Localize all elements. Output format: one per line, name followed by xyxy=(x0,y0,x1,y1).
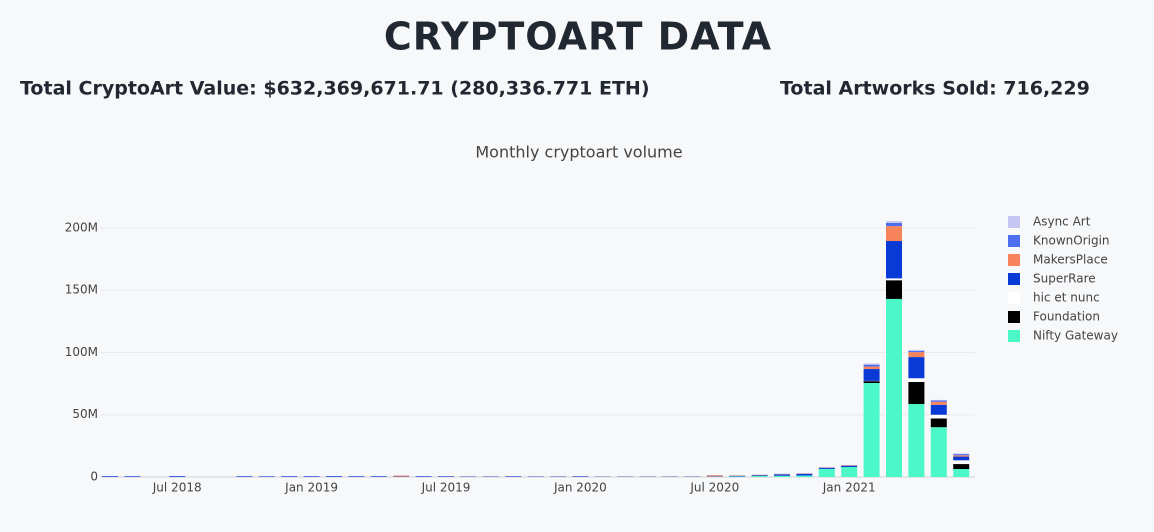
bar-segment[interactable] xyxy=(819,468,835,469)
bar-segment[interactable] xyxy=(371,476,387,477)
bar-segment[interactable] xyxy=(931,401,947,402)
chart-title: Monthly cryptoart volume xyxy=(475,143,682,162)
bar-segment[interactable] xyxy=(886,278,902,280)
legend-swatch xyxy=(1008,273,1020,285)
bar-segment[interactable] xyxy=(953,469,969,477)
bar-segment[interactable] xyxy=(931,418,947,427)
bar-segment[interactable] xyxy=(953,454,969,455)
legend-label: Foundation xyxy=(1033,310,1100,324)
bar-segment[interactable] xyxy=(953,460,969,464)
bar-segment[interactable] xyxy=(908,404,924,477)
bar-segment[interactable] xyxy=(169,476,185,477)
bar-segment[interactable] xyxy=(348,476,364,477)
y-tick-label: 150M xyxy=(65,283,98,297)
bar-segment[interactable] xyxy=(908,352,924,357)
bar-segment[interactable] xyxy=(931,402,947,405)
bar-segment[interactable] xyxy=(864,381,880,383)
x-tick-label: Jul 2018 xyxy=(152,481,202,495)
bar-segment[interactable] xyxy=(886,299,902,477)
legend-label: KnownOrigin xyxy=(1033,234,1110,248)
bar-segment[interactable] xyxy=(886,223,902,226)
legend-swatch xyxy=(1008,254,1020,266)
total-sold: Total Artworks Sold: 716,229 xyxy=(780,78,1090,100)
x-tick-label: Jan 2021 xyxy=(822,481,876,495)
bar-segment[interactable] xyxy=(908,357,924,378)
bar-segment[interactable] xyxy=(908,378,924,382)
bar-segment[interactable] xyxy=(841,466,857,467)
bar-segment[interactable] xyxy=(864,369,880,381)
bar-segment[interactable] xyxy=(752,475,768,476)
y-tick-label: 200M xyxy=(65,220,98,234)
bar-segment[interactable] xyxy=(886,280,902,299)
x-tick-label: Jul 2019 xyxy=(421,481,471,495)
bar-segment[interactable] xyxy=(886,221,902,223)
bar-segment[interactable] xyxy=(393,476,409,477)
bar-segment[interactable] xyxy=(931,427,947,477)
bar-segment[interactable] xyxy=(953,455,969,456)
legend-swatch xyxy=(1008,330,1020,342)
y-tick-label: 0 xyxy=(90,470,98,484)
bar-segment[interactable] xyxy=(864,363,880,364)
bar-segment[interactable] xyxy=(819,469,835,477)
legend-label: SuperRare xyxy=(1033,272,1096,286)
legend-label: Nifty Gateway xyxy=(1033,329,1118,343)
bar-segment[interactable] xyxy=(908,382,924,404)
bar-segment[interactable] xyxy=(931,415,947,419)
bar-segment[interactable] xyxy=(729,476,745,477)
x-tick-label: Jan 2020 xyxy=(553,481,607,495)
bar-segment[interactable] xyxy=(931,405,947,415)
legend-swatch xyxy=(1008,311,1020,323)
legend-swatch xyxy=(1008,235,1020,247)
bar-segment[interactable] xyxy=(326,476,342,477)
legend-swatch xyxy=(1008,216,1020,228)
y-tick-label: 50M xyxy=(72,407,98,421)
bar-segment[interactable] xyxy=(864,383,880,477)
x-tick-label: Jul 2020 xyxy=(689,481,739,495)
bar-segment[interactable] xyxy=(281,476,297,477)
x-tick-label: Jan 2019 xyxy=(284,481,338,495)
bar-segment[interactable] xyxy=(752,476,768,477)
bar-segment[interactable] xyxy=(707,475,723,476)
bar-segment[interactable] xyxy=(864,365,880,367)
bar-segment[interactable] xyxy=(953,464,969,469)
bar-segment[interactable] xyxy=(953,457,969,461)
bar-segment[interactable] xyxy=(236,476,252,477)
bar-segment[interactable] xyxy=(304,476,320,477)
total-value: Total CryptoArt Value: $632,369,671.71 (… xyxy=(20,78,650,100)
y-tick-label: 100M xyxy=(65,345,98,359)
bar-segment[interactable] xyxy=(908,350,924,351)
bar-segment[interactable] xyxy=(886,241,902,278)
bar-segment[interactable] xyxy=(774,476,790,477)
bar-segment[interactable] xyxy=(931,400,947,401)
legend-swatch xyxy=(1008,292,1020,304)
bar-segment[interactable] xyxy=(841,467,857,477)
bar-segment[interactable] xyxy=(886,226,902,241)
legend-label: Async Art xyxy=(1033,215,1091,229)
legend-label: MakersPlace xyxy=(1033,253,1108,267)
legend-label: hic et nunc xyxy=(1033,291,1100,305)
page-title: CRYPTOART DATA xyxy=(384,15,772,59)
bar-segment[interactable] xyxy=(908,351,924,352)
bar-segment[interactable] xyxy=(796,476,812,477)
bar-segment[interactable] xyxy=(102,476,118,477)
bar-segment[interactable] xyxy=(864,367,880,369)
bar-segment[interactable] xyxy=(416,476,432,477)
bar-segment[interactable] xyxy=(774,475,790,476)
bar-segment[interactable] xyxy=(953,453,969,454)
bar-segment[interactable] xyxy=(796,474,812,475)
